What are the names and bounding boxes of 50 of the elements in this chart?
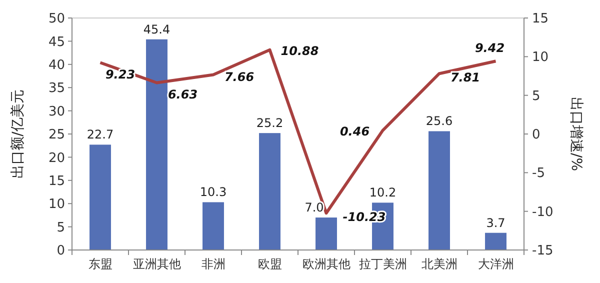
bar [202,202,224,250]
bar [146,39,168,250]
y2-tick-label: 5 [532,88,540,104]
data-label: 10.88 [280,44,319,58]
y2-tick-label: 10 [532,50,549,66]
bar [90,144,111,250]
y-tick-label: 50 [48,12,65,27]
data-label: 0.46 [340,124,370,138]
y-tick-label: 15 [48,174,65,189]
y-tick-label: 5 [56,220,65,236]
bar [428,131,450,250]
y-tick-label: 20 [48,150,65,166]
x-tick-label: 大洋洲 [478,257,514,271]
x-tick-label: 非洲 [201,257,226,271]
bar [259,133,280,250]
data-label: 7.0 [304,200,324,215]
y2-tick-label: 0 [532,128,540,143]
y-tick-label: 25 [48,128,65,143]
data-label: 22.7 [86,128,114,142]
data-label: 7.66 [224,70,254,84]
y-tick-label: 30 [48,104,65,120]
data-label: 3.7 [486,216,506,230]
y-axis-title: 出口额/亿美元 [10,90,26,178]
y-tick-label: 0 [56,244,65,259]
y2-tick-label: -5 [532,166,545,182]
data-label: 25.2 [256,116,284,130]
y-tick-label: 45 [48,34,65,50]
data-label: 9.42 [474,41,505,56]
x-tick-label: 北美洲 [421,257,458,271]
y2-tick-label: -10 [532,204,554,220]
data-label: 10.2 [369,186,396,200]
y2-axis-title: 出口增速/% [568,96,584,172]
data-label: 45.4 [143,22,170,36]
y2-tick-label: 15 [532,12,549,27]
data-label: 7.81 [450,70,480,85]
x-tick-label: 亚洲其他 [132,257,181,271]
x-tick-label: 欧盟 [258,257,282,271]
bar [485,232,506,250]
data-label: 9.23 [105,68,136,82]
x-tick-label: 拉丁美洲 [358,257,407,271]
x-tick-label: 东盟 [88,257,112,271]
y-tick-label: 40 [48,58,65,73]
data-label: 10.3 [200,185,227,200]
x-tick-label: 欧洲其他 [302,257,350,271]
y-tick-label: 35 [48,81,65,96]
y2-tick-label: -15 [532,244,554,259]
data-label: 25.6 [426,114,453,128]
data-label: 6.63 [168,88,198,102]
bar [316,218,337,250]
y-tick-label: 10 [48,197,65,212]
